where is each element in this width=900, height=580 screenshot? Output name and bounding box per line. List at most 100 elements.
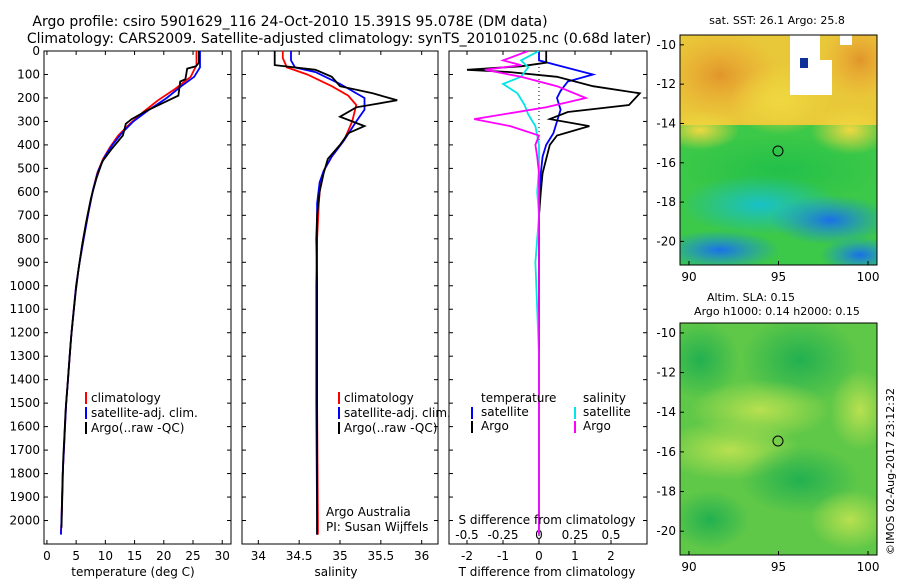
- annotation-pi: PI: Susan Wijffels: [326, 520, 428, 534]
- map-x-tick-label: 95: [771, 270, 786, 284]
- y-tick-label: 800: [17, 232, 40, 246]
- y-tick-label: 1100: [9, 302, 40, 316]
- map-y-tick-label: -14: [656, 405, 676, 419]
- y-tick-label: 2000: [9, 514, 40, 528]
- x-tick-label: 36: [414, 549, 429, 563]
- y-tick-label: 1500: [9, 396, 40, 410]
- map-x-tick-label: 90: [681, 270, 696, 284]
- map-y-tick-label: -14: [656, 116, 676, 130]
- y-tick-label: 100: [17, 67, 40, 81]
- x-tick-label: -1: [497, 549, 509, 563]
- map-y-tick-label: -16: [656, 156, 676, 170]
- salinity-panel-frame: [241, 50, 439, 545]
- temperature-axes: 0100200300400500600700800900100011001200…: [9, 44, 231, 563]
- y-tick-label: 500: [17, 161, 40, 175]
- x-tick-label: 30: [215, 549, 230, 563]
- legend-s-argo-label: Argo: [583, 419, 611, 433]
- float-location-marker: [772, 435, 784, 447]
- legend-sat-label: satellite-adj. clim.: [344, 406, 451, 420]
- x-tick-label: 10: [98, 549, 113, 563]
- legend-argo-label: Argo(..raw -QC): [344, 421, 437, 435]
- legend-argo-label: Argo(..raw -QC): [91, 421, 184, 435]
- map-y-tick-label: -10: [656, 326, 676, 340]
- s-tick-label: 0.25: [562, 528, 589, 542]
- y-tick-label: 0: [32, 44, 40, 58]
- series-line-argo-raw-qc-: [60, 51, 200, 528]
- salinity-axes: 34 34.5 35 35.5 36: [242, 50, 438, 563]
- y-tick-label: 300: [17, 114, 40, 128]
- series-line-satellite-adj-clim-: [60, 51, 201, 535]
- map-x-tick-label: 90: [681, 560, 696, 574]
- y-tick-label: 600: [17, 185, 40, 199]
- series-line-climatology: [60, 51, 198, 535]
- legend-t-sat-label: satellite: [481, 405, 529, 419]
- sla-map-title-line2: Argo h1000: 0.14 h2000: 0.15: [694, 305, 860, 318]
- x-tick-label: -2: [461, 549, 473, 563]
- sst-map-axes: 90 95 100 -10 -12 -14 -16 -18 -20: [656, 38, 879, 284]
- figure-title-line1: Argo profile: csiro 5901629_116 24-Oct-2…: [32, 14, 547, 30]
- map-y-tick-label: -18: [656, 195, 676, 209]
- s-tick-label: 0.5: [601, 528, 620, 542]
- map-y-tick-label: -18: [656, 485, 676, 499]
- sla-map-title-line1: Altim. SLA: 0.15: [707, 291, 795, 304]
- x-tick-label: 25: [185, 549, 200, 563]
- imos-timestamp: ©IMOS 02-Aug-2017 23:12:32: [884, 388, 897, 555]
- legend-salinity-head: salinity: [583, 391, 626, 405]
- x-tick-label: 0: [535, 549, 543, 563]
- difference-panel-frame: [448, 50, 648, 545]
- x-tick-label: 35: [332, 549, 347, 563]
- x-tick-label: 20: [156, 549, 171, 563]
- s-tick-label: -0.25: [487, 528, 518, 542]
- y-tick-label: 400: [17, 138, 40, 152]
- figure-title-line2: Climatology: CARS2009. Satellite-adjuste…: [27, 31, 651, 47]
- float-location-marker: [772, 145, 784, 157]
- x-tick-label: 15: [127, 549, 142, 563]
- y-tick-label: 200: [17, 91, 40, 105]
- s-tick-label: -0.5: [455, 528, 478, 542]
- legend-s-sat-label: satellite: [583, 405, 631, 419]
- map-y-tick-label: -12: [656, 77, 676, 91]
- salinity-xlabel: salinity: [314, 565, 357, 579]
- sla-map-axes: 90 95 100 -10 -12 -14 -16 -18 -20: [656, 326, 879, 574]
- difference-legend: temperature satellite Argo salinity sate…: [471, 391, 631, 433]
- temperature-panel-frame: [43, 50, 232, 545]
- difference-xlabel-top: S difference from climatology: [459, 513, 636, 527]
- temperature-series: [60, 51, 201, 535]
- map-y-tick-label: -16: [656, 445, 676, 459]
- x-tick-label: 34.5: [286, 549, 313, 563]
- legend-clim-label: climatology: [91, 391, 161, 405]
- y-tick-label: 700: [17, 208, 40, 222]
- legend-sat-label: satellite-adj. clim.: [91, 406, 198, 420]
- x-tick-label: 0: [43, 549, 51, 563]
- legend-t-argo-label: Argo: [481, 419, 509, 433]
- y-tick-label: 1000: [9, 279, 40, 293]
- y-tick-label: 1200: [9, 326, 40, 340]
- difference-xlabel: T difference from climatology: [458, 565, 636, 579]
- map-y-tick-label: -20: [656, 524, 676, 538]
- y-tick-label: 1700: [9, 443, 40, 457]
- y-tick-label: 1600: [9, 420, 40, 434]
- series-line-argo-raw-qc-: [273, 51, 398, 535]
- series-line-climatology: [281, 51, 358, 535]
- map-x-tick-label: 95: [771, 560, 786, 574]
- salinity-legend: climatology satellite-adj. clim. Argo(..…: [326, 391, 451, 534]
- legend-clim-label: climatology: [344, 391, 414, 405]
- y-tick-label: 1300: [9, 349, 40, 363]
- series-line-satellite-adj-clim-: [290, 51, 366, 535]
- sst-map-title: sat. SST: 26.1 Argo: 25.8: [709, 14, 845, 27]
- annotation-argo-australia: Argo Australia: [326, 505, 411, 519]
- legend-temperature-head: temperature: [481, 391, 556, 405]
- x-tick-label: 34: [251, 549, 266, 563]
- x-tick-label: 1: [571, 549, 579, 563]
- x-tick-label: 5: [72, 549, 80, 563]
- y-tick-label: 900: [17, 255, 40, 269]
- sst-map-field: [680, 35, 877, 265]
- map-y-tick-label: -10: [656, 38, 676, 52]
- y-tick-label: 1400: [9, 373, 40, 387]
- sla-map-field: [680, 323, 877, 555]
- y-tick-label: 1900: [9, 490, 40, 504]
- map-x-tick-label: 100: [857, 560, 880, 574]
- y-tick-label: 1800: [9, 467, 40, 481]
